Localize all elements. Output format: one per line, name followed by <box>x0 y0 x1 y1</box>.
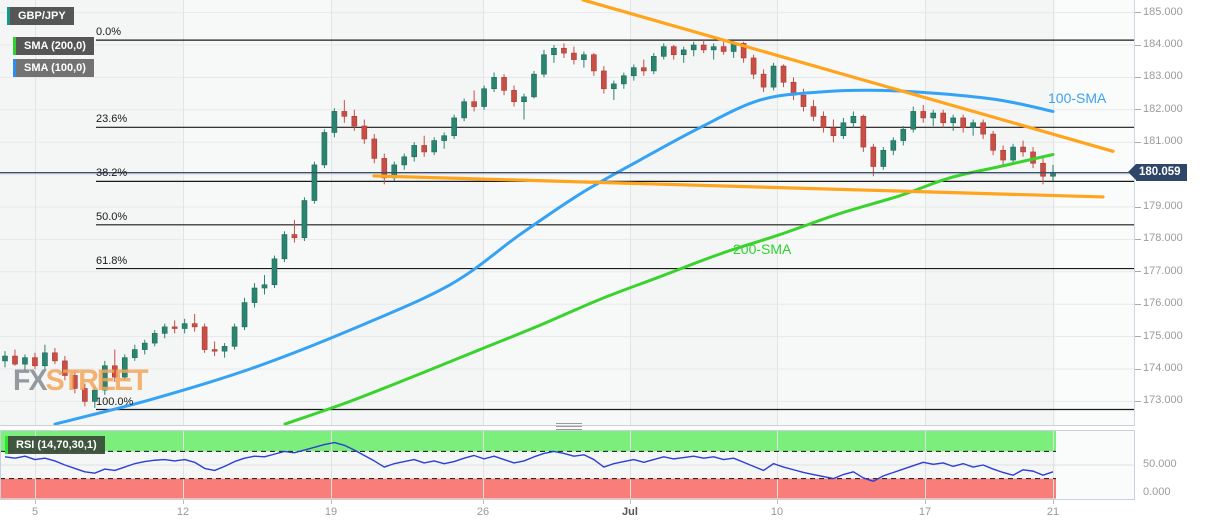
price-axis-tick <box>1135 400 1141 402</box>
fib-level-label: 0.0% <box>96 26 122 39</box>
price-axis-label: 179.000 <box>1143 200 1183 212</box>
price-axis-tick <box>1135 76 1141 78</box>
time-axis-tick <box>183 500 184 504</box>
price-axis-label: 174.000 <box>1143 362 1183 374</box>
rsi-axis-label: 0.000 <box>1143 486 1171 498</box>
time-axis-tick <box>925 500 926 504</box>
fib-level-label: 38.2% <box>96 167 128 180</box>
time-axis-tick <box>483 500 484 504</box>
time-axis-label: 5 <box>31 506 39 518</box>
price-axis-label: 184.000 <box>1143 38 1183 50</box>
time-axis-label: 10 <box>770 506 784 518</box>
rsi-legend[interactable]: RSI (14,70,30,1) <box>5 436 105 454</box>
time-axis-label: 21 <box>1046 506 1060 518</box>
time-axis-label: Jul <box>622 506 638 518</box>
time-axis-tick <box>1053 500 1054 504</box>
price-axis-label: 176.000 <box>1143 297 1183 310</box>
price-axis-label: 183.000 <box>1143 70 1183 83</box>
price-axis-label: 173.000 <box>1143 394 1183 407</box>
price-axis-label: 182.000 <box>1143 102 1183 115</box>
sma100-legend[interactable]: SMA (100,0) <box>13 59 94 77</box>
price-axis-tick <box>1135 368 1141 370</box>
sma200-legend[interactable]: SMA (200,0) <box>13 37 94 55</box>
sma100-label: SMA (100,0) <box>24 62 86 74</box>
rsi-axis-label: 50.000 <box>1143 458 1177 470</box>
time-axis-tick <box>35 500 36 504</box>
time-axis-label: 26 <box>476 506 490 518</box>
watermark-fx: FX <box>13 364 48 397</box>
time-axis-tick <box>331 500 332 504</box>
price-axis-tick <box>1135 12 1141 14</box>
sma100-annotation: 100-SMA <box>1048 90 1107 106</box>
panel-resize-handle[interactable] <box>556 422 582 431</box>
watermark-street: STREET <box>45 364 149 397</box>
price-axis-tick <box>1135 206 1141 208</box>
price-axis-label: 181.000 <box>1143 135 1183 148</box>
price-axis-tick <box>1135 109 1141 111</box>
price-axis-tick <box>1135 271 1141 273</box>
price-axis-label: 175.000 <box>1143 329 1183 342</box>
time-axis-tick <box>777 500 778 504</box>
price-axis-tick <box>1135 336 1141 338</box>
price-axis-label: 178.000 <box>1143 232 1183 245</box>
price-axis-label: 177.000 <box>1143 264 1183 277</box>
sma200-annotation: 200-SMA <box>733 241 792 257</box>
sma200-label: SMA (200,0) <box>24 40 86 52</box>
price-axis-tick <box>1135 238 1141 240</box>
price-axis-tick <box>1135 141 1141 143</box>
fxstreet-watermark: FXSTREET <box>13 364 149 398</box>
symbol-legend[interactable]: GBP/JPY <box>7 7 74 25</box>
price-axis-tick <box>1135 44 1141 46</box>
fib-level-label: 23.6% <box>96 113 128 126</box>
fib-level-label: 50.0% <box>96 210 128 223</box>
time-axis-label: 17 <box>918 506 932 518</box>
time-axis-label: 19 <box>324 506 338 518</box>
price-axis-label: 185.000 <box>1143 5 1183 18</box>
fib-level-label: 100.0% <box>96 395 134 408</box>
current-price-badge: 180.059 <box>1128 164 1187 181</box>
rsi-chart-canvas[interactable] <box>0 430 1135 500</box>
symbol-label: GBP/JPY <box>18 10 66 22</box>
time-axis-label: 12 <box>176 506 190 518</box>
time-axis-tick <box>630 500 631 504</box>
fib-level-label: 61.8% <box>96 254 128 267</box>
price-chart-canvas[interactable] <box>0 0 1135 426</box>
rsi-label: RSI (14,70,30,1) <box>16 439 97 451</box>
price-axis-tick <box>1135 303 1141 305</box>
